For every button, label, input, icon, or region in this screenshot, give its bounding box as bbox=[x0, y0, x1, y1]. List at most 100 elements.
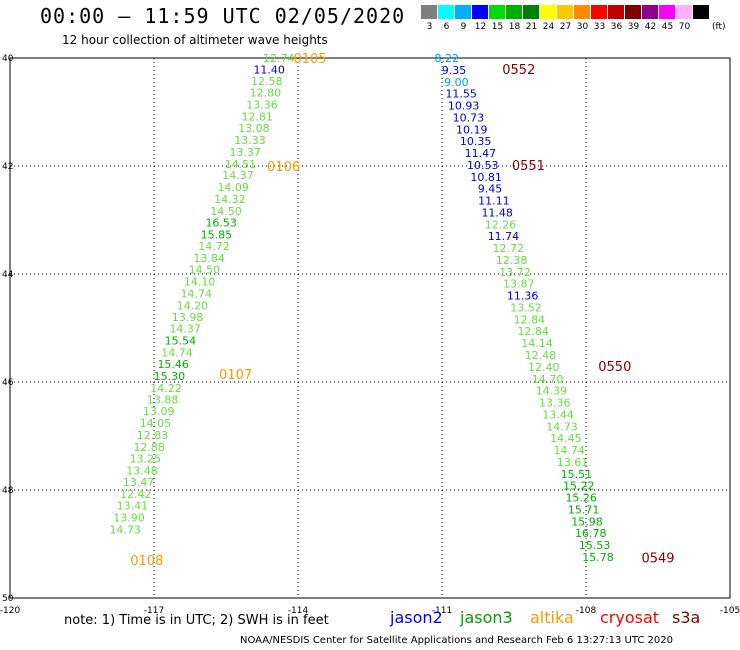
wave-height-value: 14.74 bbox=[553, 444, 585, 457]
wave-height-value: 12.74 bbox=[263, 52, 295, 65]
scale-swatch bbox=[574, 5, 591, 19]
wave-height-value: 12.40 bbox=[528, 361, 560, 374]
y-tick-label: 50 bbox=[2, 594, 14, 604]
wave-height-value: 15.54 bbox=[165, 334, 197, 347]
wave-height-value: 12.26 bbox=[485, 218, 517, 231]
legend-item-jason3: jason3 bbox=[460, 608, 513, 627]
wave-height-value: 12.58 bbox=[251, 75, 283, 88]
scale-swatch bbox=[557, 5, 574, 19]
wave-height-value: 12.38 bbox=[496, 254, 528, 267]
legend-item-s3a: s3a bbox=[672, 608, 701, 627]
color-scale-labels: 3 6 9 12 15 18 21 24 27 30 33 36 39 42 45 70 (ft) bbox=[421, 22, 726, 32]
color-scale-swatches bbox=[421, 5, 726, 19]
y-tick-label: 44 bbox=[2, 270, 14, 280]
pass-time-label: 0551 bbox=[512, 159, 545, 174]
wave-height-value: 10.81 bbox=[470, 171, 502, 184]
wave-height-value: 14.22 bbox=[150, 382, 182, 395]
pass-time-label: 0106 bbox=[267, 160, 300, 175]
scale-label: 36 bbox=[610, 22, 623, 32]
wave-height-value: 15.22 bbox=[563, 480, 595, 493]
wave-height-value: 15.71 bbox=[568, 503, 600, 516]
scale-unit: (ft) bbox=[712, 22, 726, 32]
wave-height-value: 10.19 bbox=[456, 123, 488, 136]
wave-height-value: 14.10 bbox=[184, 276, 216, 289]
wave-height-value: 10.73 bbox=[453, 111, 485, 124]
wave-height-value: 12.48 bbox=[525, 349, 557, 362]
wave-height-value: 15.51 bbox=[561, 468, 593, 481]
x-tick-label: -111 bbox=[432, 606, 452, 616]
wave-height-value: 13.44 bbox=[542, 408, 574, 421]
wave-height-value: 14.09 bbox=[217, 181, 249, 194]
scale-label: 70 bbox=[678, 22, 691, 32]
scale-label: 12 bbox=[474, 22, 487, 32]
y-tick-label: 46 bbox=[2, 378, 14, 388]
wave-height-value: 13.90 bbox=[113, 512, 145, 525]
scale-swatch bbox=[421, 5, 438, 19]
wave-height-value: 14.50 bbox=[189, 264, 221, 277]
scale-label: 42 bbox=[644, 22, 657, 32]
footer-credit: NOAA/NESDIS Center for Satellite Applica… bbox=[240, 635, 673, 646]
wave-height-value: 15.98 bbox=[571, 515, 603, 528]
wave-height-value: 14.51 bbox=[225, 158, 257, 171]
y-tick-label: 48 bbox=[2, 486, 14, 496]
wave-height-value: 14.73 bbox=[109, 523, 141, 536]
wave-height-value: 13.72 bbox=[499, 266, 531, 279]
wave-height-value: 15.78 bbox=[582, 551, 614, 564]
wave-height-value: 13.09 bbox=[143, 405, 175, 418]
wave-height-value: 14.20 bbox=[177, 299, 209, 312]
wave-height-value: 16.53 bbox=[205, 217, 237, 230]
scale-swatch bbox=[523, 5, 540, 19]
color-scale-legend: 3 6 9 12 15 18 21 24 27 30 33 36 39 42 45 70 (ft) bbox=[421, 5, 726, 32]
chart-title: 00:00 – 11:59 UTC 02/05/2020 bbox=[40, 4, 406, 28]
wave-height-value: 14.14 bbox=[521, 337, 553, 350]
wave-height-value: 14.39 bbox=[536, 385, 568, 398]
wave-height-value: 14.50 bbox=[210, 205, 242, 218]
wave-height-value: 13.98 bbox=[172, 311, 204, 324]
y-tick-label: 42 bbox=[2, 162, 13, 172]
wave-height-value: 15.26 bbox=[565, 492, 597, 505]
wave-height-value: 11.74 bbox=[488, 230, 520, 243]
wave-height-value: 13.61 bbox=[557, 456, 589, 469]
scale-swatch bbox=[693, 5, 710, 19]
x-tick-label: -108 bbox=[576, 606, 597, 616]
wave-height-value: 13.87 bbox=[503, 278, 535, 291]
pass-time-label: 0552 bbox=[502, 63, 535, 78]
note-text: note: 1) Time is in UTC; 2) SWH is in fe… bbox=[64, 613, 329, 628]
wave-height-value: 13.36 bbox=[246, 98, 278, 111]
scale-label: 21 bbox=[525, 22, 538, 32]
scale-label: 9 bbox=[460, 22, 467, 32]
wave-height-value: 13.37 bbox=[229, 146, 261, 159]
scale-swatch bbox=[438, 5, 455, 19]
wave-height-value: 13.41 bbox=[117, 500, 149, 513]
x-tick-label: -114 bbox=[288, 606, 309, 616]
wave-height-value: 12.83 bbox=[137, 429, 169, 442]
wave-height-value: 13.08 bbox=[238, 122, 270, 135]
wave-height-value: 13.48 bbox=[126, 465, 158, 478]
wave-height-value: 13.88 bbox=[147, 393, 179, 406]
scale-label: 27 bbox=[559, 22, 572, 32]
wave-height-value: 13.47 bbox=[123, 476, 155, 489]
scale-label: 15 bbox=[491, 22, 504, 32]
legend-item-altika: altika bbox=[530, 608, 574, 627]
scale-label: 3 bbox=[426, 22, 433, 32]
scale-swatch bbox=[506, 5, 523, 19]
wave-height-value: 15.46 bbox=[157, 358, 189, 371]
pass-time-label: 0108 bbox=[130, 554, 163, 569]
wave-height-value: 14.72 bbox=[198, 240, 230, 253]
wave-height-value: 14.73 bbox=[546, 420, 578, 433]
scale-label: 33 bbox=[593, 22, 606, 32]
scale-swatch bbox=[591, 5, 608, 19]
legend-item-cryosat: cryosat bbox=[600, 608, 660, 627]
wave-height-value: 14.37 bbox=[169, 323, 201, 336]
x-tick-label: -117 bbox=[144, 606, 164, 616]
wave-height-value: 11.40 bbox=[253, 63, 285, 76]
scale-swatch bbox=[625, 5, 642, 19]
wave-height-value: 15.85 bbox=[201, 229, 233, 242]
wave-height-value: 11.48 bbox=[481, 206, 513, 219]
scale-swatch bbox=[455, 5, 472, 19]
scale-swatch bbox=[489, 5, 506, 19]
wave-height-value: 9.00 bbox=[444, 76, 469, 89]
scale-label: 30 bbox=[576, 22, 589, 32]
wave-height-value: 13.25 bbox=[130, 453, 162, 466]
